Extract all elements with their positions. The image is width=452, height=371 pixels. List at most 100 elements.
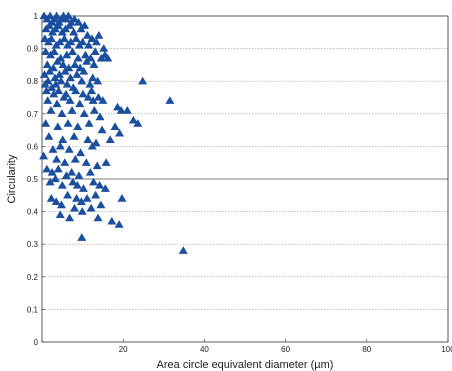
x-tick-label: 100 [441,345,452,354]
data-point-marker [45,177,55,186]
data-point-marker [71,34,81,42]
data-point-marker [41,119,51,127]
data-point-marker [54,70,64,78]
data-point-marker [103,53,113,62]
data-point-marker [67,106,77,114]
data-point-marker [79,66,89,75]
data-point-marker [70,154,80,163]
data-point-marker [52,57,62,65]
data-point-marker [77,207,87,215]
data-point-marker [46,106,56,114]
data-point-marker [128,115,138,124]
y-tick-label: 0.3 [27,240,39,249]
data-point-marker [56,200,66,209]
data-point-marker [58,60,68,69]
data-point-marker [76,197,86,205]
data-point-marker [72,194,82,202]
data-point-marker [77,76,87,85]
data-point-marker [39,151,49,160]
data-point-marker [114,220,124,228]
x-tick-label: 40 [200,345,209,354]
y-tick-label: 0.9 [27,45,39,54]
data-point-marker [133,119,143,127]
data-points [39,11,188,254]
data-point-marker [60,158,70,166]
data-point-marker [87,86,97,95]
data-point-marker [87,141,97,150]
data-point-marker [88,96,98,104]
data-point-marker [138,76,148,85]
data-point-marker [69,27,79,36]
data-point-marker [78,184,88,192]
data-point-marker [83,135,93,144]
data-point-marker [49,47,59,56]
data-point-marker [91,37,101,46]
data-point-marker [76,148,86,157]
x-tick-label: 20 [119,345,128,354]
y-tick-label: 0.6 [27,142,39,151]
data-point-marker [77,233,87,241]
data-point-marker [41,86,51,95]
data-point-marker [45,11,55,20]
y-tick-label: 0 [34,338,39,347]
y-tick-label: 0.4 [27,208,39,217]
data-point-marker [59,93,69,101]
data-point-marker [42,60,52,69]
data-point-marker [72,181,82,189]
data-point-marker [89,60,99,69]
data-point-marker [50,73,60,82]
y-tick-label: 0.8 [27,77,39,86]
data-point-marker [92,161,102,170]
data-point-marker [93,93,103,101]
data-point-marker [115,128,125,137]
y-axis-title: Circularity [6,154,18,203]
data-point-marker [84,40,94,49]
data-point-marker [46,194,56,202]
data-point-marker [93,213,103,222]
y-tick-label: 0.2 [27,273,39,282]
data-point-marker [96,200,106,209]
data-point-marker [69,132,79,140]
data-point-marker [116,106,126,114]
data-point-marker [57,109,67,117]
data-point-marker [79,109,89,117]
data-point-marker [65,21,75,29]
data-point-marker [83,93,93,101]
data-point-marker [63,190,73,199]
data-point-marker [95,181,105,189]
data-point-marker [51,79,61,88]
data-point-marker [74,171,84,179]
data-point-marker [82,31,92,39]
data-point-marker [50,174,60,183]
data-point-marker [105,135,115,144]
data-point-marker [95,112,105,121]
data-point-marker [55,210,65,219]
data-point-marker [43,96,53,104]
data-point-marker [64,145,74,153]
data-point-marker [178,246,188,254]
data-point-marker [55,37,65,46]
data-point-marker [69,14,79,23]
data-point-marker [47,167,57,176]
data-point-marker [81,158,91,166]
data-point-marker [53,164,63,173]
data-point-marker [73,53,83,62]
data-point-marker [66,37,76,46]
data-point-marker [57,181,67,189]
data-point-marker [101,158,111,166]
data-point-marker [54,86,64,95]
x-tick-labels: 20 40 60 80 100 [41,339,452,354]
grid-lines [42,48,448,310]
data-point-marker [52,154,62,163]
data-point-marker [56,76,66,85]
data-point-marker [110,122,120,130]
data-point-marker [65,213,75,222]
data-point-marker [60,66,70,75]
data-point-marker [45,66,55,75]
data-point-marker [68,177,78,186]
y-tick-label: 0.5 [27,175,39,184]
data-point-marker [78,89,88,98]
data-point-marker [89,177,99,186]
data-point-marker [87,34,97,42]
data-point-marker [44,132,54,140]
